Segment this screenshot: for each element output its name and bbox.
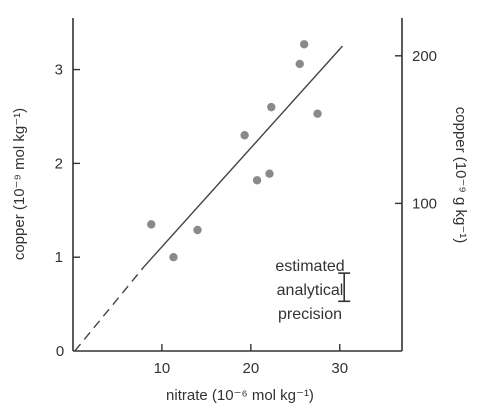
data-point: [299, 40, 309, 49]
data-point: [252, 176, 262, 185]
data-point: [313, 109, 322, 118]
y-axis-label: copper (10⁻⁹ mol kg⁻¹): [11, 108, 28, 260]
x-tick-label: 30: [331, 360, 348, 377]
y-tick-label: 3: [55, 62, 63, 79]
x-ticks: 10 20 30: [154, 344, 348, 377]
y2-tick-label: 200: [412, 48, 437, 65]
data-points: [147, 40, 322, 262]
y-tick-label: 1: [55, 249, 63, 266]
data-point: [147, 220, 156, 229]
data-point: [240, 131, 249, 140]
x-tick-label: 10: [154, 360, 171, 377]
plot-frame: [72, 18, 403, 352]
y-tick-label: 2: [55, 155, 63, 172]
fit-line-regression: [143, 45, 343, 268]
annotation-line-3: precision: [278, 306, 342, 323]
origin-label: 0: [56, 343, 64, 360]
annotation-line-1: estimated: [275, 258, 344, 275]
x-axis-label: nitrate (10⁻⁶ mol kg⁻¹): [166, 387, 314, 404]
data-point: [267, 102, 276, 112]
data-point: [265, 169, 274, 178]
y2-axis-label: copper (10⁻⁹ g kg⁻¹): [452, 107, 469, 243]
fit-line: [74, 45, 343, 352]
x-tick-label: 20: [242, 360, 259, 377]
y-ticks: 1 2 3: [55, 62, 80, 266]
y2-tick-label: 100: [412, 195, 437, 212]
precision-bar: [338, 272, 351, 303]
annotation-line-2: analytical: [277, 282, 344, 299]
data-point: [169, 252, 178, 262]
data-point: [295, 59, 304, 69]
data-point: [193, 225, 202, 235]
fit-line-extrapolated: [74, 266, 145, 352]
y2-ticks: 100 200: [395, 48, 437, 212]
